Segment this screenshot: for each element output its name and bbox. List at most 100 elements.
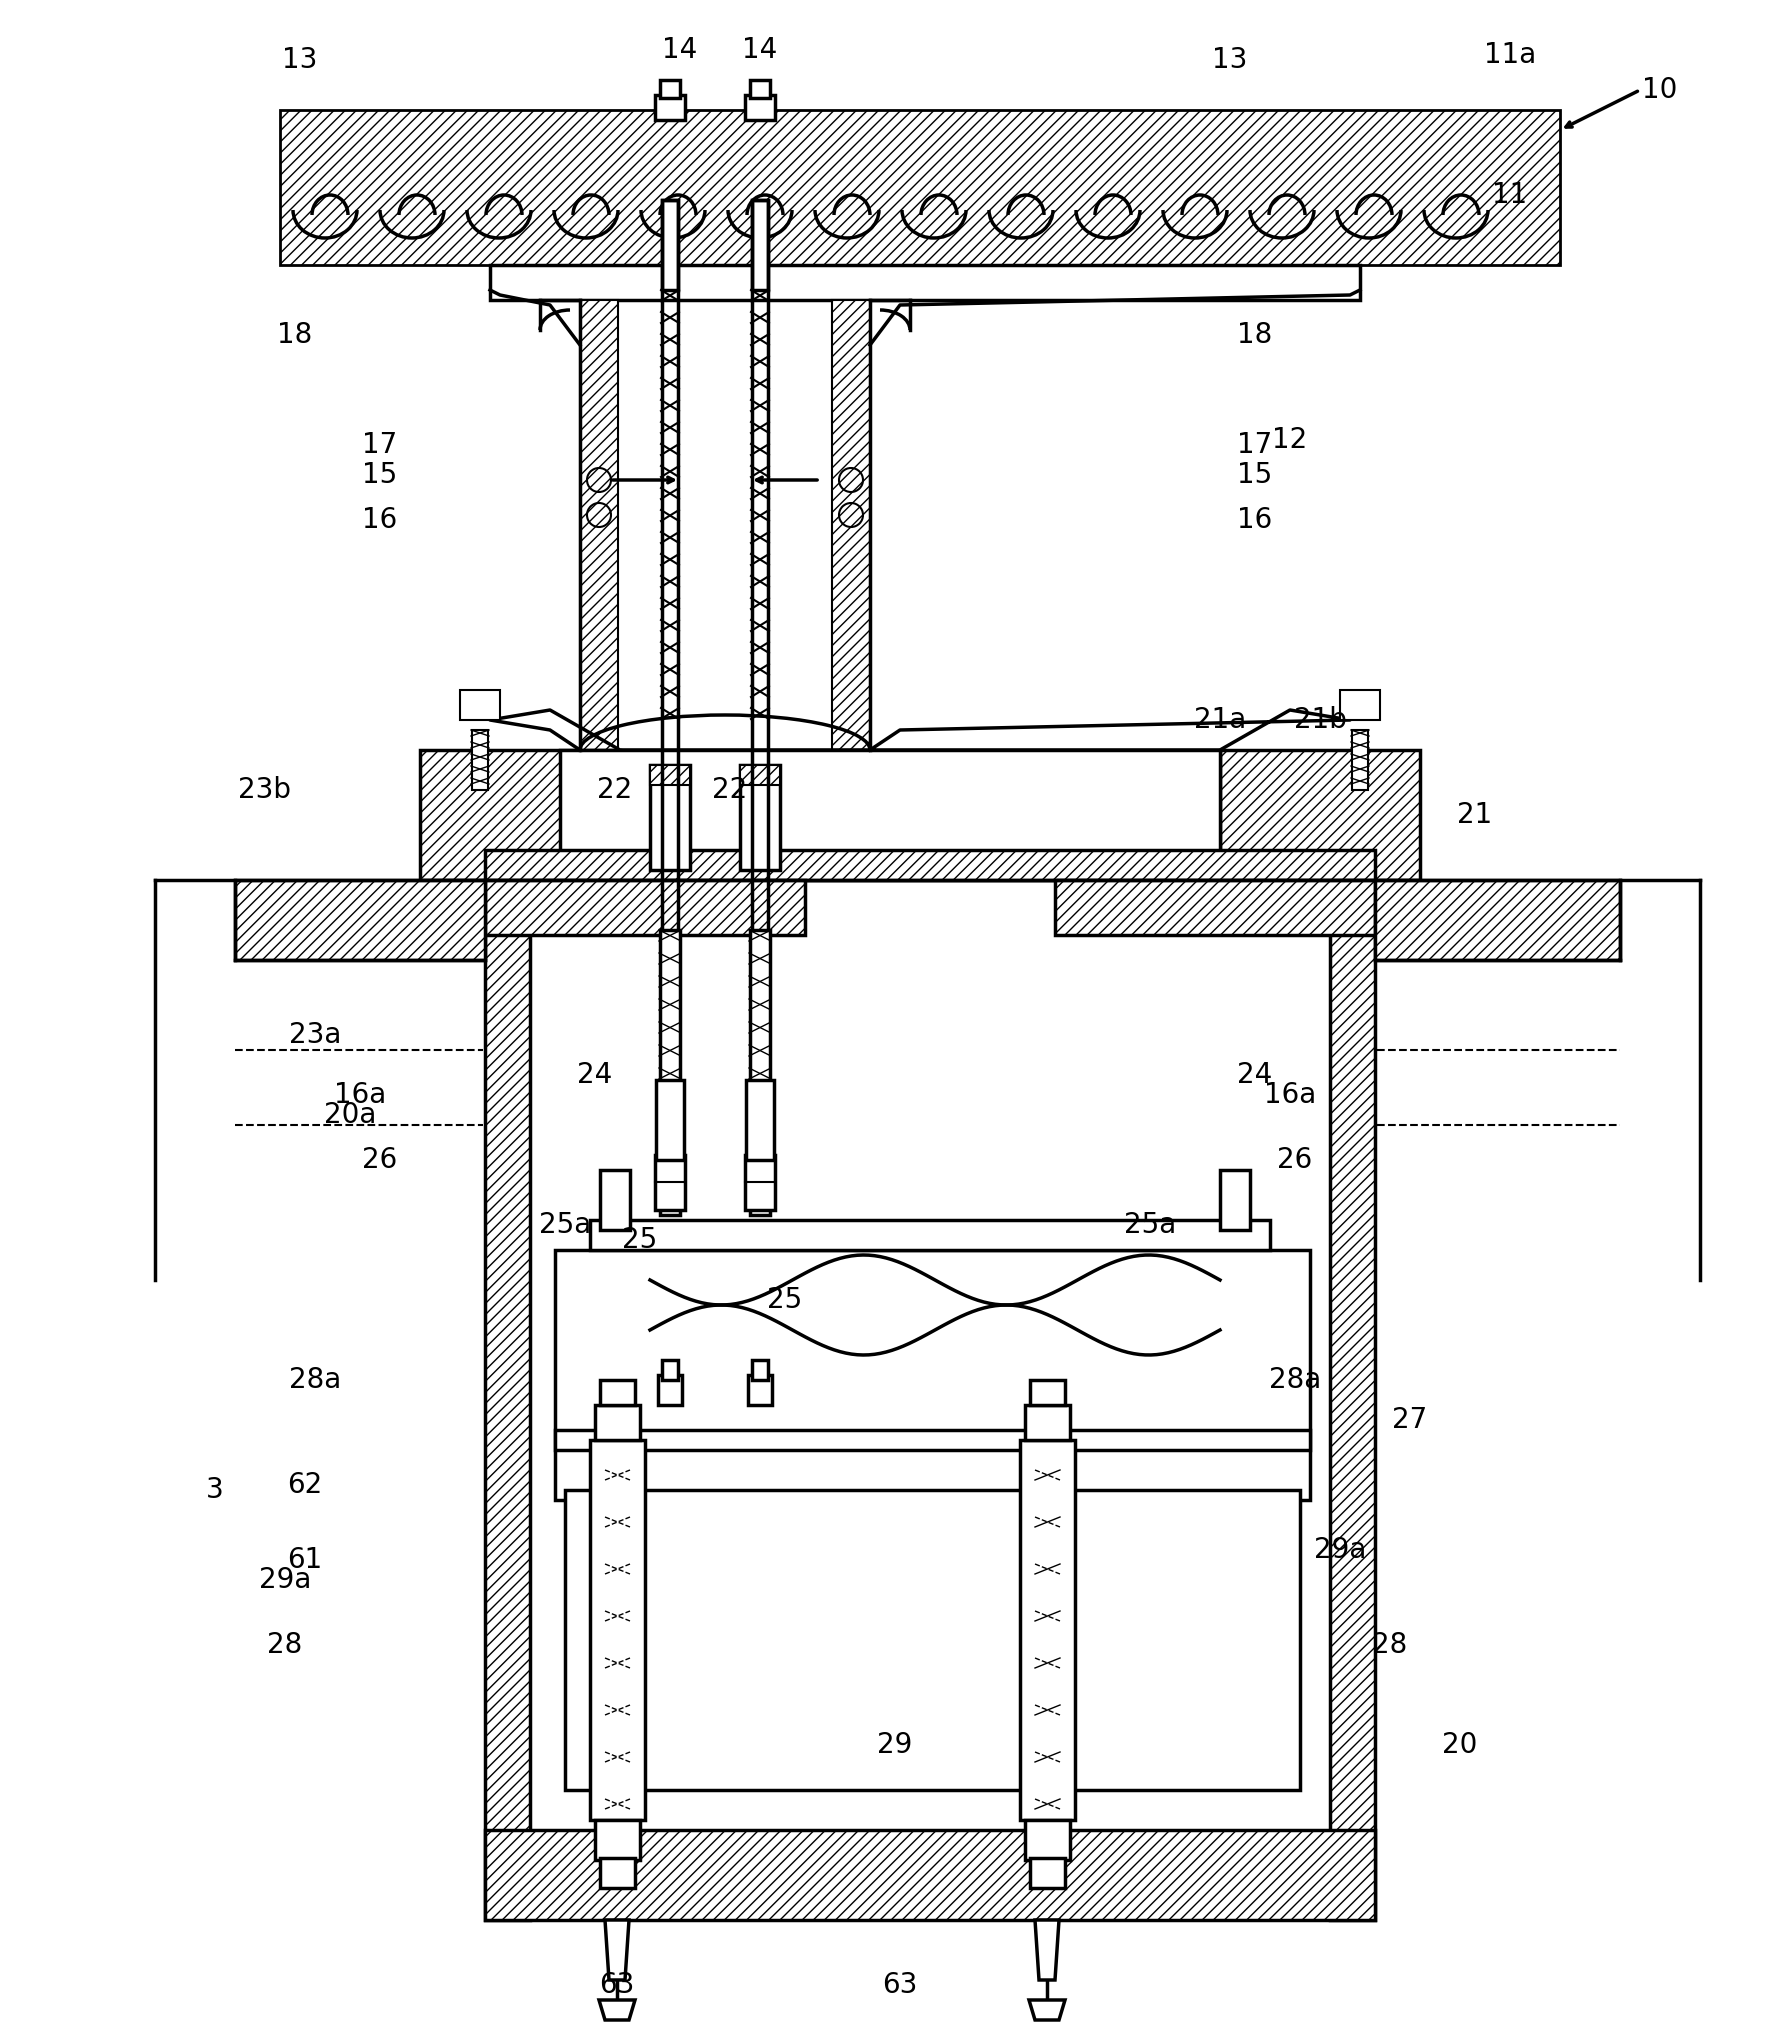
Bar [472, 730, 488, 789]
Bar [1219, 750, 1420, 881]
Bar [751, 930, 770, 1215]
Text: 24: 24 [1237, 1060, 1273, 1089]
Bar [746, 1081, 774, 1160]
Bar [595, 1821, 641, 1860]
Bar [556, 1429, 1310, 1450]
Text: 29a: 29a [259, 1566, 311, 1594]
Bar [650, 765, 690, 785]
Text: 25a: 25a [540, 1211, 591, 1240]
Text: 61: 61 [288, 1546, 323, 1574]
Bar [1219, 1170, 1250, 1230]
Bar [600, 1170, 630, 1230]
Bar [485, 881, 531, 1921]
Bar [600, 1858, 635, 1888]
Bar [740, 765, 779, 785]
Bar [1329, 881, 1376, 1921]
Text: 63: 63 [882, 1972, 918, 1998]
Bar [485, 881, 806, 936]
Text: 13: 13 [1212, 47, 1248, 73]
Bar [556, 1250, 1310, 1501]
Bar [746, 96, 776, 120]
Text: 13: 13 [282, 47, 318, 73]
Bar [421, 750, 619, 881]
Text: 21: 21 [1457, 801, 1493, 830]
Text: 3: 3 [206, 1476, 224, 1505]
Bar [1024, 1405, 1070, 1440]
Text: 12: 12 [1273, 426, 1308, 455]
Text: 20: 20 [1443, 1731, 1477, 1760]
Text: 14: 14 [742, 37, 777, 63]
Polygon shape [1030, 2000, 1065, 2021]
Text: 26: 26 [1278, 1146, 1314, 1174]
Text: 15: 15 [362, 461, 398, 489]
Bar [660, 80, 680, 98]
Text: 24: 24 [577, 1060, 612, 1089]
Text: 16: 16 [362, 506, 398, 534]
Bar [659, 1374, 682, 1405]
Bar [600, 1380, 635, 1405]
Bar [753, 1360, 769, 1380]
Text: 18: 18 [277, 320, 312, 349]
Polygon shape [598, 2000, 635, 2021]
Bar [660, 930, 680, 1215]
Text: 16a: 16a [334, 1081, 387, 1109]
Bar [832, 300, 870, 750]
Text: 17: 17 [362, 430, 398, 459]
Bar [662, 1360, 678, 1380]
Bar [751, 80, 770, 98]
Polygon shape [605, 1921, 628, 1980]
Text: 16: 16 [1237, 506, 1273, 534]
Bar [747, 1374, 772, 1405]
Bar [746, 1154, 776, 1209]
Bar [564, 1491, 1299, 1790]
Bar [662, 200, 678, 290]
Text: 20a: 20a [323, 1101, 376, 1130]
Polygon shape [1035, 1921, 1060, 1980]
Bar [490, 265, 1360, 300]
Text: 29a: 29a [1314, 1535, 1367, 1564]
Bar [1340, 689, 1379, 720]
Bar [650, 765, 690, 871]
Bar [595, 1405, 641, 1440]
Text: 21b: 21b [1294, 705, 1347, 734]
Text: 14: 14 [662, 37, 698, 63]
Text: 29: 29 [877, 1731, 912, 1760]
Text: 28a: 28a [289, 1366, 341, 1395]
Bar [589, 1219, 1269, 1250]
Text: 22: 22 [598, 777, 632, 803]
Text: 62: 62 [288, 1470, 323, 1499]
Bar [740, 765, 779, 871]
Text: 15: 15 [1237, 461, 1273, 489]
Bar [662, 200, 678, 1099]
Bar [1024, 1821, 1070, 1860]
Bar [1030, 1858, 1065, 1888]
Bar [485, 1829, 1376, 1921]
Bar [1030, 1380, 1065, 1405]
Text: 28: 28 [1372, 1631, 1408, 1660]
Text: 27: 27 [1392, 1407, 1427, 1433]
Text: 11a: 11a [1484, 41, 1535, 69]
Text: 26: 26 [362, 1146, 398, 1174]
Bar [234, 881, 485, 960]
Text: 23a: 23a [289, 1022, 341, 1048]
Bar [280, 110, 1560, 265]
Bar [1376, 881, 1621, 960]
Text: 17: 17 [1237, 430, 1273, 459]
Text: 28a: 28a [1269, 1366, 1321, 1395]
Text: 25a: 25a [1124, 1211, 1177, 1240]
Bar [1353, 730, 1369, 789]
Text: 21a: 21a [1195, 705, 1246, 734]
Text: 25: 25 [623, 1225, 657, 1254]
Bar [580, 300, 618, 750]
Bar [657, 1081, 683, 1160]
Text: 25: 25 [767, 1287, 802, 1313]
Bar [655, 1154, 685, 1209]
Bar [485, 850, 1376, 881]
Bar [1054, 881, 1376, 936]
Text: 16a: 16a [1264, 1081, 1315, 1109]
Text: 11: 11 [1493, 181, 1528, 210]
Bar [460, 689, 501, 720]
Bar [1021, 1440, 1076, 1821]
Text: 23b: 23b [238, 777, 291, 803]
Text: 10: 10 [1642, 75, 1677, 104]
